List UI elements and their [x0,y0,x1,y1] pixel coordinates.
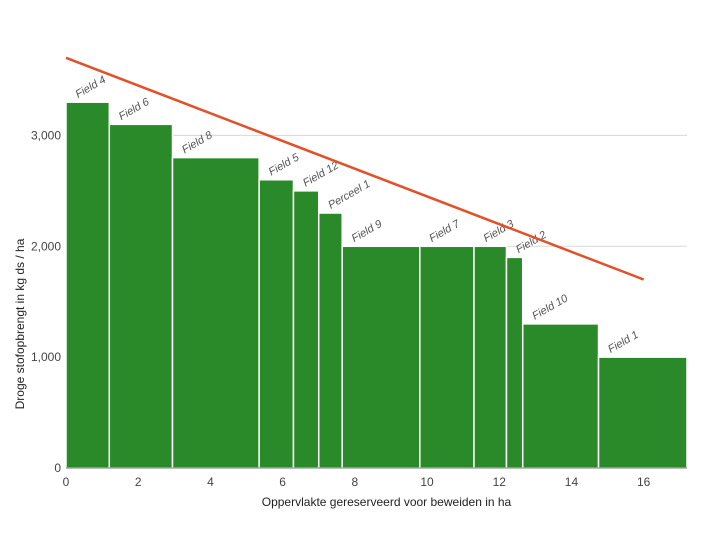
bar-label: Field 10 [530,292,571,322]
bar [597,356,688,469]
bar [108,123,174,469]
x-tick-label: 6 [279,475,286,489]
bar-label: Field 3 [481,218,516,245]
x-tick-label: 14 [565,475,579,489]
bar-label: Field 9 [350,218,385,245]
bar-label: Field 6 [117,96,152,123]
bar-label: Field 2 [514,229,549,256]
bars-group [65,101,688,469]
bar-label: Perceel 1 [326,178,372,212]
x-tick-label: 4 [207,475,214,489]
bar [317,212,343,469]
x-tick-label: 8 [351,475,358,489]
y-tick-label: 0 [54,461,61,475]
y-tick-label: 1,000 [31,350,61,364]
bar-label: Field 7 [427,218,462,245]
trend-line-group [65,56,645,281]
x-tick-label: 0 [63,475,70,489]
x-tick-labels: 0 2 4 6 8 10 12 14 16 [63,475,651,489]
bar [292,190,320,469]
bar [341,245,421,469]
bar [505,256,524,469]
y-axis-title: Droge stofopbrengt in kg ds / ha [13,238,27,409]
bar-label: Field 8 [180,129,215,156]
bar-label: Field 1 [606,329,641,356]
bar [65,101,111,469]
y-tick-labels: 0 1,000 2,000 3,000 [31,128,61,475]
x-axis-title: Oppervlakte gereserveerd voor beweiden i… [262,495,512,509]
bar-label: Field 4 [74,74,109,101]
y-tick-label: 3,000 [31,128,61,142]
bar [521,323,600,469]
x-tick-label: 2 [135,475,142,489]
y-tick-label: 2,000 [31,239,61,253]
x-tick-label: 16 [637,475,651,489]
bar-label: Field 12 [301,159,341,189]
x-tick-label: 12 [493,475,507,489]
x-tick-label: 10 [420,475,434,489]
bar [171,156,260,469]
trend-line [65,56,645,281]
bar [473,245,508,469]
bar [258,179,295,469]
bar [419,245,475,469]
bar-label: Field 5 [267,151,302,178]
